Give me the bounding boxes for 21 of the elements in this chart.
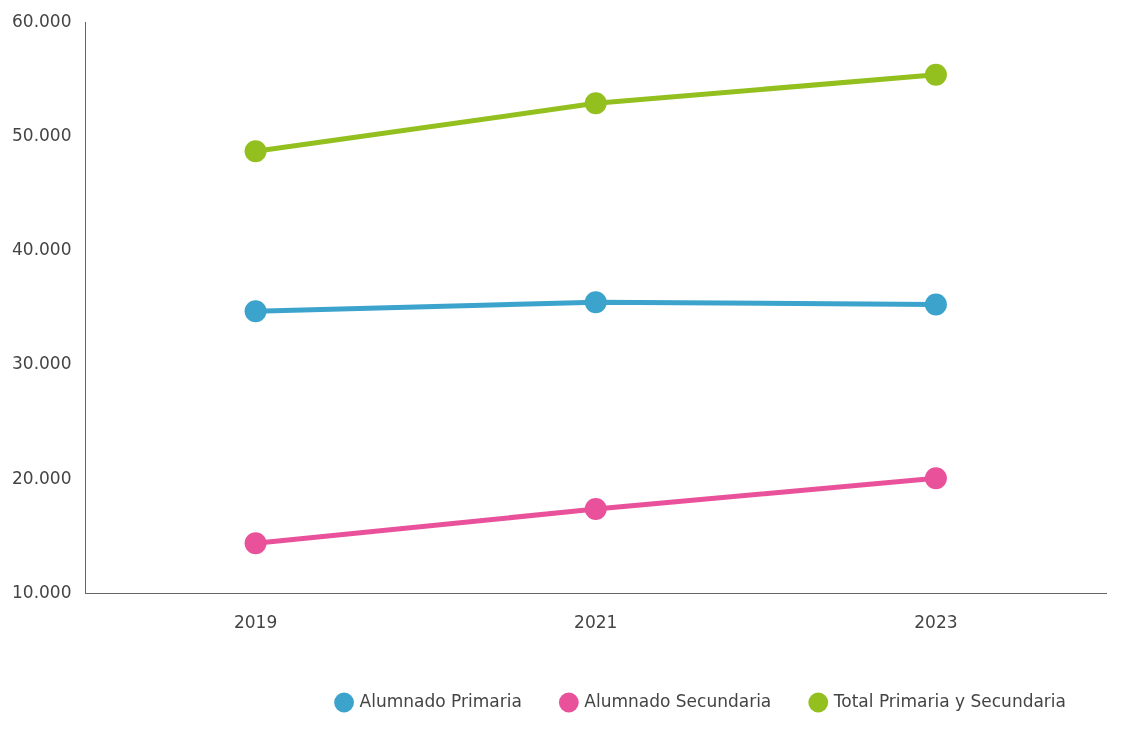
y-tick-label: 10.000 [12, 582, 72, 603]
legend-label: Alumnado Secundaria [584, 690, 772, 711]
y-tick-label: 30.000 [12, 353, 72, 374]
point [924, 467, 947, 490]
legend-label: Total Primaria y Secundaria [832, 690, 1066, 711]
legend-label: Alumnado Primaria [359, 690, 522, 711]
x-tick-label: 2023 [914, 612, 958, 633]
x-tick-label: 2019 [233, 612, 278, 633]
x-tick-label: 2021 [574, 612, 618, 633]
y-tick-label: 20.000 [12, 467, 72, 488]
point [924, 293, 947, 316]
point [584, 498, 607, 521]
point [244, 532, 267, 555]
point [244, 140, 267, 163]
point [924, 63, 947, 86]
point [584, 291, 607, 314]
point [584, 92, 607, 115]
y-tick-label: 50.000 [12, 124, 72, 145]
y-tick-label: 60.000 [12, 10, 72, 31]
y-tick-label: 40.000 [12, 239, 72, 260]
point [244, 300, 267, 323]
